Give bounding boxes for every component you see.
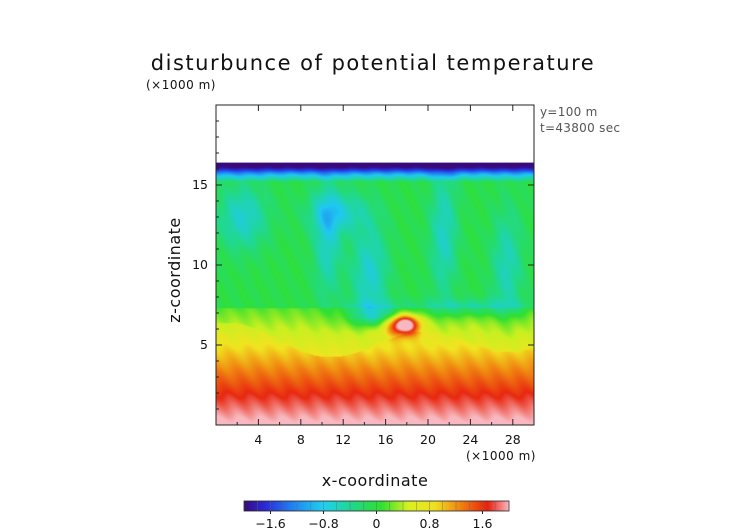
x-tick-label: 8 [297, 432, 305, 447]
x-tick-label: 4 [254, 432, 262, 447]
heatmap-field [216, 162, 534, 425]
chart-title: disturbunce of potential temperature [151, 51, 595, 75]
annotations: y=100 m t=43800 sec [540, 105, 620, 135]
x-tick-label: 12 [335, 432, 351, 447]
colorbar-ticks: −1.6 −0.8 0 0.8 1.6 [243, 501, 510, 531]
colorbar-tick-label: −1.6 [255, 516, 285, 531]
annotation-t: t=43800 sec [540, 121, 620, 135]
x-tick-label: 24 [462, 432, 478, 447]
y-tick-label: 10 [192, 257, 208, 272]
x-axis-label: x-coordinate [322, 471, 429, 490]
annotation-y: y=100 m [540, 105, 598, 119]
colorbar: −1.6 −0.8 0 0.8 1.6 [243, 500, 510, 531]
colorbar-tick-label: 0 [373, 516, 381, 531]
y-tick-label: 15 [192, 177, 208, 192]
colorbar-tick-label: −0.8 [308, 516, 338, 531]
y-tick-label: 5 [200, 337, 208, 352]
x-tick-label: 20 [420, 432, 436, 447]
y-unit-label: (×1000 m) [146, 78, 216, 92]
x-axis-ticks: 4 8 12 16 20 24 28 [236, 105, 521, 447]
y-axis-label: z-coordinate [165, 217, 184, 323]
x-tick-label: 16 [378, 432, 394, 447]
colorbar-tick-label: 0.8 [420, 516, 440, 531]
x-tick-label: 28 [505, 432, 521, 447]
plot-area: 4 8 12 16 20 24 28 5 10 15 [192, 104, 535, 447]
colorbar-tick-label: 1.6 [473, 516, 493, 531]
x-unit-label: (×1000 m) [466, 449, 536, 463]
y-axis-ticks: 5 10 15 [192, 120, 534, 410]
